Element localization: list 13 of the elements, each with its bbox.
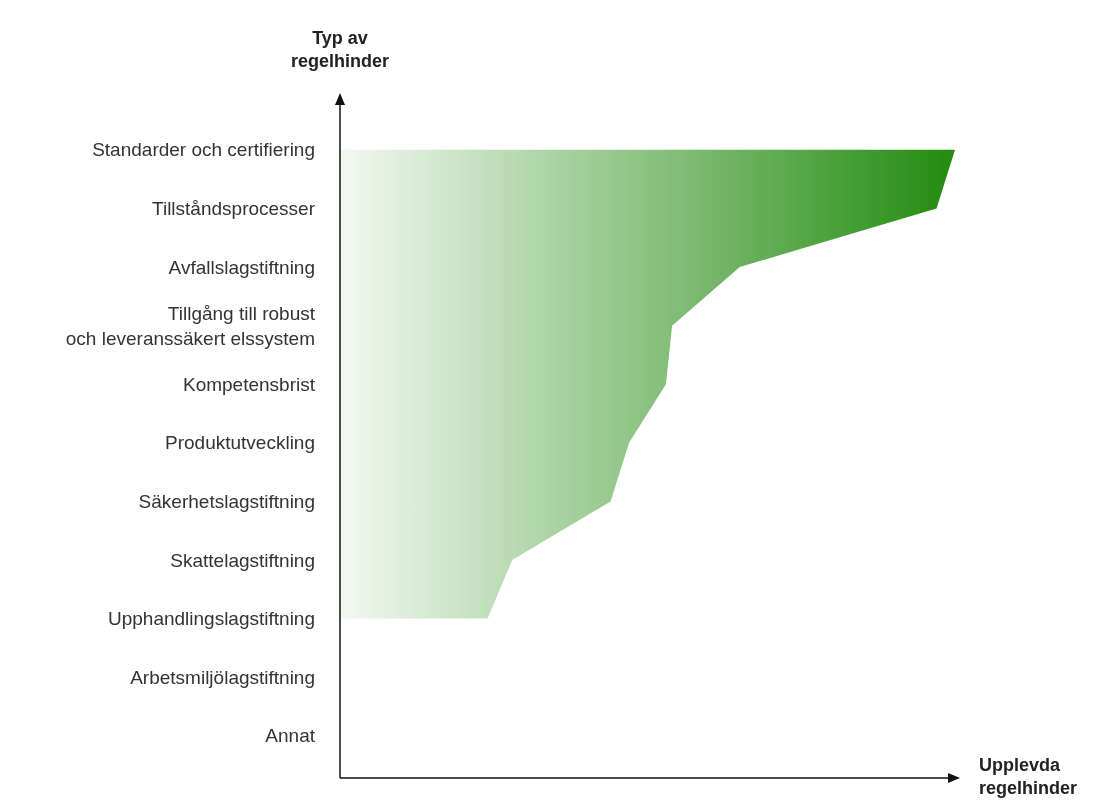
y-tick-label: Produktutveckling [165,432,315,454]
y-tick-label: Tillståndsprocesser [152,198,316,220]
y-tick-label: Upphandlingslagstiftning [107,608,315,630]
y-tick-label: Annat [265,725,316,747]
x-axis-title: Upplevda regelhinder [979,755,1078,799]
y-tick-label: Standarder och certifiering [92,139,315,161]
y-tick-label: Kompetensbrist [182,373,316,395]
y-tick-label: Avfallslagstiftning [168,256,315,278]
y-tick-label: Arbetsmiljölagstiftning [130,666,315,688]
y-tick-label: Tillgång till robust och leveranssäkert elssystem [65,302,316,349]
y-tick-label: Säkerhetslagstiftning [138,491,315,513]
y-tick-label: Skattelagstiftning [170,549,315,571]
y-axis-title: Typ av regelhinder [291,28,390,72]
